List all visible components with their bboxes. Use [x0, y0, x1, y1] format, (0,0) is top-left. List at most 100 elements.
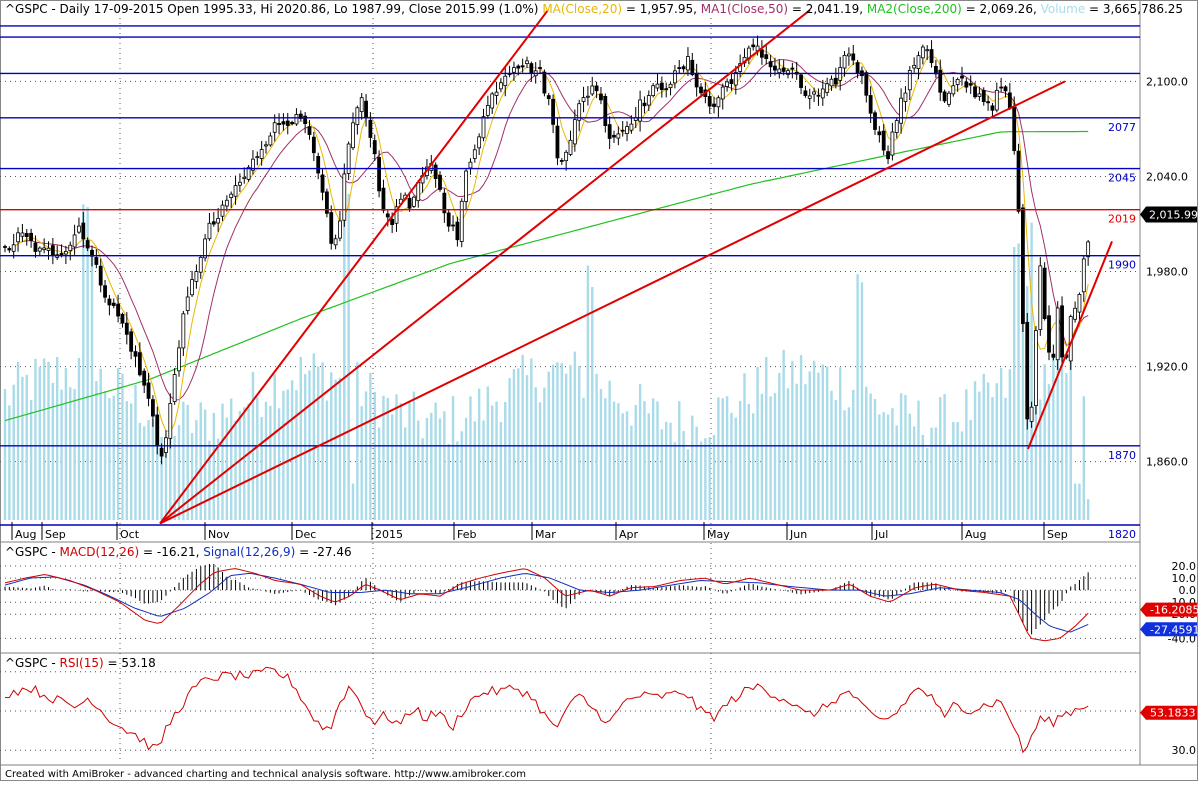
candle-body: [216, 218, 221, 224]
candle-body: [960, 75, 964, 79]
candle-body: [551, 98, 555, 125]
candle-body: [690, 59, 695, 75]
volume-bar: [134, 384, 137, 520]
candle-body: [664, 88, 669, 91]
candle-body: [107, 298, 112, 306]
candle-body: [955, 79, 960, 85]
candle-body: [973, 86, 977, 98]
volume-bar: [612, 401, 616, 520]
candle-body: [712, 103, 716, 107]
candle-body: [455, 221, 460, 241]
volume-bar: [417, 420, 420, 520]
volume-bar: [303, 374, 307, 520]
macd-header: ^GSPC - MACD(12,26) = -16.21, Signal(12,…: [5, 545, 352, 559]
candle-body: [659, 82, 664, 91]
macd-pane[interactable]: 20.010.00.0-10.0-20.0-40.0-16.2085-27.45…: [0, 560, 1198, 645]
x-axis-label: Apr: [619, 528, 639, 541]
candle-body: [277, 123, 281, 126]
volume-bar: [177, 425, 181, 520]
volume-bar: [499, 422, 503, 520]
candle-body: [281, 121, 286, 125]
volume-bar: [960, 431, 964, 520]
volume-bar: [543, 387, 546, 520]
level-label: 2077: [1108, 121, 1136, 134]
candle-body: [259, 149, 264, 159]
rsi-pane[interactable]: 30.0 53.1833: [0, 666, 1197, 757]
candle-body: [603, 95, 608, 126]
volume-bar: [986, 382, 990, 520]
candle-body: [494, 91, 499, 96]
x-axis-label: Aug: [965, 528, 986, 541]
candle-body: [359, 97, 364, 113]
candle-body: [694, 73, 699, 88]
trend-line[interactable]: [159, 9, 811, 525]
candle-body: [1029, 406, 1034, 422]
candle-body: [629, 123, 634, 131]
volume-bar: [477, 388, 481, 520]
candle-body: [394, 206, 399, 224]
candle-body: [586, 95, 590, 98]
candle-body: [229, 193, 234, 198]
volume-bar: [930, 427, 933, 520]
volume-bar: [843, 410, 846, 520]
candle-body: [390, 219, 395, 225]
candle-body: [699, 86, 703, 94]
trend-line[interactable]: [1027, 241, 1113, 450]
volume-bar: [999, 368, 1003, 520]
candle-body: [368, 119, 373, 138]
volume-bar: [99, 368, 102, 520]
volume-bar: [1082, 396, 1085, 520]
candle-body: [42, 247, 47, 250]
trend-line[interactable]: [159, 80, 1066, 525]
candle-body: [490, 93, 495, 109]
candle-body: [877, 131, 882, 136]
candle-body: [181, 313, 186, 349]
candle-body: [442, 192, 447, 214]
candle-body: [833, 77, 838, 85]
candle-body: [142, 370, 147, 386]
volume-bar: [69, 387, 72, 520]
candle-body: [642, 102, 647, 107]
volume-bar: [343, 171, 346, 520]
x-axis-label: Dec: [295, 528, 316, 541]
trend-line[interactable]: [159, 9, 549, 525]
candle-body: [847, 53, 851, 57]
volume-bar: [38, 366, 41, 520]
price-tick-label: 1,980.0: [1146, 266, 1188, 279]
volume-bar: [456, 441, 459, 520]
candle-body: [1003, 86, 1008, 92]
volume-bar: [638, 383, 642, 520]
x-axis-label: Mar: [535, 528, 556, 541]
candle-body: [942, 91, 947, 102]
volume-bar: [273, 374, 276, 520]
volume-bar: [604, 398, 607, 520]
candle-body: [338, 220, 342, 239]
volume-bar: [825, 366, 829, 520]
volume-bar: [791, 360, 794, 520]
candle-body: [385, 213, 390, 218]
volume-bar: [660, 429, 664, 520]
volume-bar: [760, 393, 764, 520]
candle-body: [1025, 321, 1030, 420]
volume-bar: [438, 418, 442, 520]
price-pane[interactable]: 2,100.0 2,040.0 1,980.0 1,920.0 1,860.0 2077 2…: [0, 9, 1198, 760]
level-label: 2045: [1108, 172, 1136, 185]
volume-bar: [451, 396, 455, 520]
volume-bar: [290, 380, 294, 520]
volume-bar: [608, 380, 611, 520]
candle-body: [155, 414, 160, 447]
rsi-value-flag: [1140, 705, 1197, 720]
volume-bar: [1060, 348, 1064, 520]
candle-body: [329, 212, 334, 244]
candle-body: [272, 122, 277, 133]
volume-bar: [382, 395, 385, 520]
candle-body: [190, 279, 194, 296]
candle-body: [20, 232, 25, 237]
candle-body: [50, 245, 55, 256]
volume-bar: [351, 483, 355, 520]
volume-bar: [430, 412, 433, 520]
x-axis-label: Sep: [1047, 528, 1068, 541]
volume-bar: [917, 400, 920, 520]
ma200-line: [4, 130, 1089, 422]
